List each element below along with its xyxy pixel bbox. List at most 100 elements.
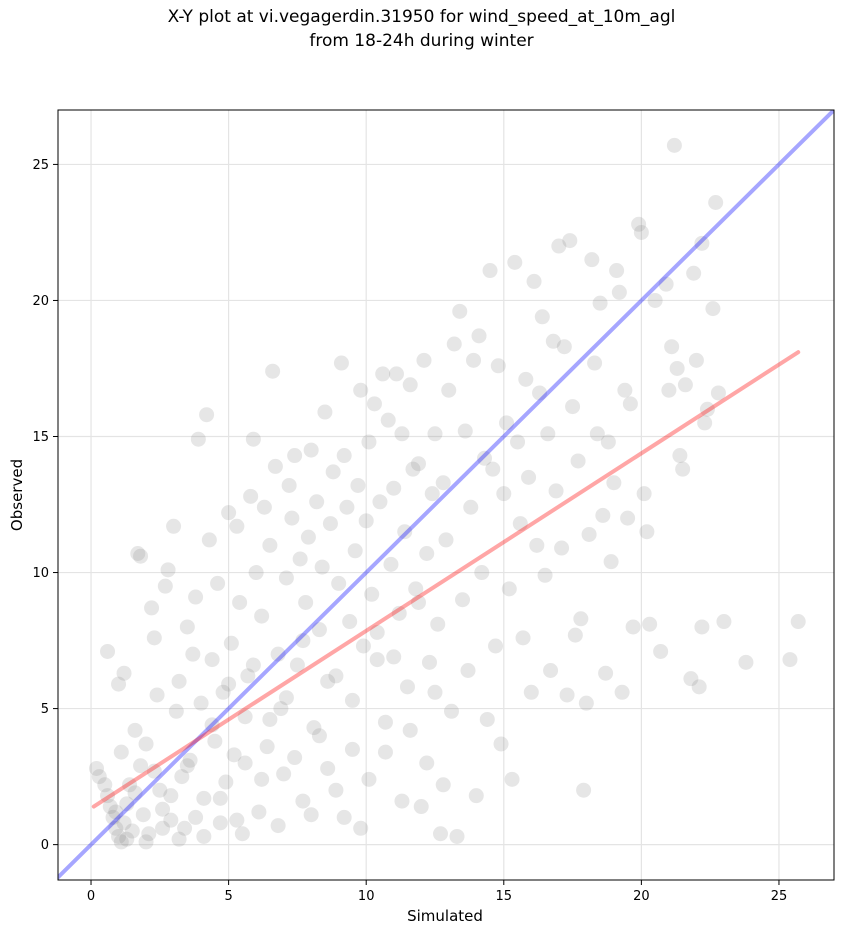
scatter-point [149,687,165,703]
scatter-point [466,352,482,368]
scatter-point [419,755,435,771]
scatter-point [507,254,523,270]
scatter-point [320,673,336,689]
scatter-point [380,412,396,428]
y-tick-label: 10 [32,566,49,581]
scatter-point [565,399,581,415]
scatter-point [102,799,118,815]
scatter-point [226,747,242,763]
scatter-point [427,426,443,442]
scatter-point [625,619,641,635]
scatter-point [581,526,597,542]
scatter-point [529,537,545,553]
linear-fit-line [91,350,801,809]
scatter-point [603,554,619,570]
scatter-point [311,622,327,638]
scatter-point [113,834,129,850]
scatter-point [168,703,184,719]
one-to-one-line [58,110,834,880]
scatter-point [493,736,509,752]
scatter-point [405,461,421,477]
scatter-point [474,565,490,581]
scatter-point [215,684,231,700]
scatter-point [188,589,204,605]
scatter-point [477,450,493,466]
scatter-point [353,820,369,836]
scatter-point [537,567,553,583]
scatter-point [133,548,149,564]
scatter-point [386,649,402,665]
scatter-point [328,668,344,684]
scatter-point [617,382,633,398]
scatter-point [331,575,347,591]
scatter-point [782,652,798,668]
scatter-point [416,352,432,368]
scatter-point [397,524,413,540]
scatter-point [97,777,113,793]
scatter-point [124,823,140,839]
scatter-point [369,652,385,668]
scatter-point [512,516,528,532]
scatter-point [127,722,143,738]
scatter-point [262,537,278,553]
scatter-point [174,769,190,785]
scatter-point [317,404,333,420]
scatter-point [229,812,245,828]
scatter-point [254,771,270,787]
scatter-point [479,711,495,727]
scatter-point [182,752,198,768]
scatter-point [532,385,548,401]
scatter-point [204,652,220,668]
scatter-point [595,507,611,523]
scatter-point [496,486,512,502]
scatter-point [658,276,674,292]
scatter-point [155,801,171,817]
scatter-point [457,423,473,439]
scatter-point [432,826,448,842]
scatter-point [622,396,638,412]
scatter-point [391,605,407,621]
scatter-point [135,807,151,823]
scatter-point [361,771,377,787]
chart-title-line-2: from 18-24h during winter [309,31,534,51]
scatter-point [499,415,515,431]
x-axis-label: Simulated [407,907,483,925]
scatter-point [441,382,457,398]
scatter-point [344,741,360,757]
scatter-point [171,831,187,847]
scatter-point [515,630,531,646]
scatter-point [567,627,583,643]
scatter-point [284,510,300,526]
scatter-point [287,448,303,464]
x-tick-label: 5 [224,889,232,904]
scatter-point [237,755,253,771]
scatter-point [636,486,652,502]
scatter-point [267,458,283,474]
scatter-point [116,815,132,831]
scatter-point [188,809,204,825]
scatter-point [111,828,127,844]
scatter-point [548,483,564,499]
scatter-point [122,777,138,793]
scatter-point [152,782,168,798]
scatter-point [336,809,352,825]
scatter-point [424,486,440,502]
scatter-point [642,616,658,632]
scatter-point [639,524,655,540]
scatter-point [295,633,311,649]
scatter-point [523,684,539,700]
scatter-point [697,415,713,431]
scatter-point [672,448,688,464]
scatter-points [89,137,806,850]
y-tick-label: 5 [41,702,49,717]
scatter-point [309,494,325,510]
scatter-point [138,736,154,752]
scatter-point [402,377,418,393]
scatter-point [394,426,410,442]
scatter-point [350,477,366,493]
scatter-point [108,820,124,836]
scatter-point [221,505,237,521]
scatter-point [111,676,127,692]
scatter-point [540,426,556,442]
